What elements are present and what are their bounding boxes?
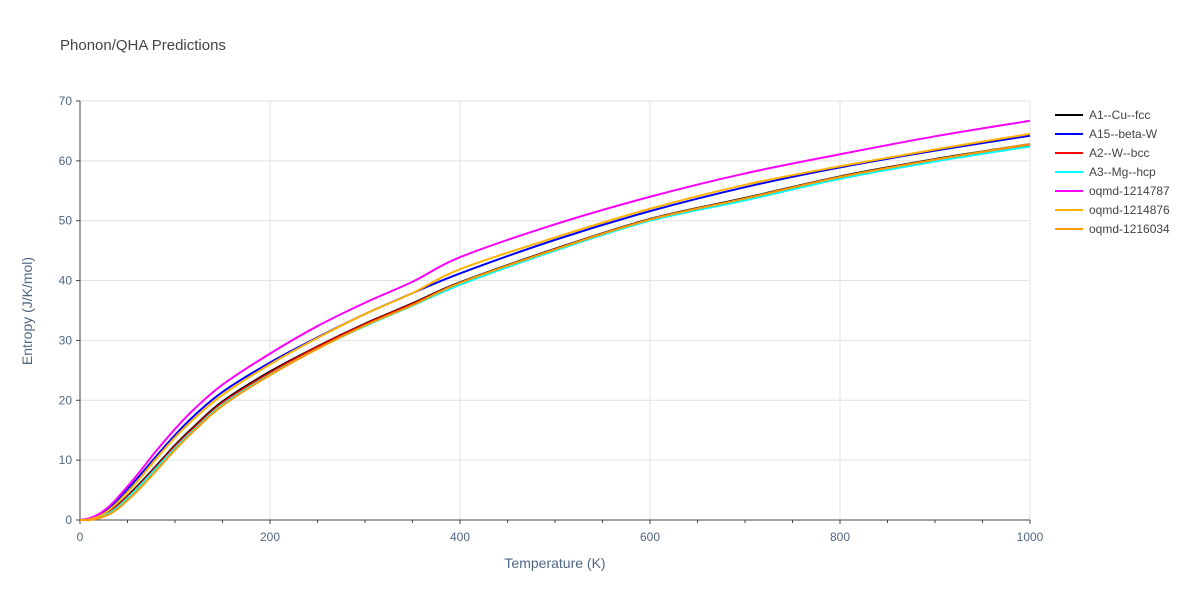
- y-tick-label: 10: [59, 453, 73, 467]
- x-tick-label: 400: [450, 530, 470, 544]
- legend-label: oqmd-1214787: [1089, 184, 1170, 198]
- series-line-a2-w-bcc[interactable]: [79, 143, 1031, 521]
- legend-label: oqmd-1216034: [1089, 222, 1170, 236]
- series-line-a1-cu-fcc[interactable]: [79, 143, 1031, 521]
- series-line-a3-mg-hcp[interactable]: [79, 145, 1031, 521]
- series-line-oqmd-1214876[interactable]: [79, 132, 1031, 521]
- x-tick-label: 200: [260, 530, 280, 544]
- chart-title: Phonon/QHA Predictions: [60, 37, 226, 54]
- series-line-a15-beta-w[interactable]: [79, 134, 1031, 521]
- x-tick-label: 1000: [1017, 530, 1044, 544]
- y-tick-label: 40: [59, 274, 73, 288]
- series-layer: [79, 119, 1031, 522]
- y-tick-label: 30: [59, 333, 73, 347]
- y-tick-label: 20: [59, 393, 73, 407]
- y-tick-label: 60: [59, 154, 73, 168]
- legend-item[interactable]: oqmd-1216034: [1055, 222, 1170, 236]
- grid-layer: [80, 100, 1031, 520]
- legend-item[interactable]: A15--beta-W: [1055, 127, 1158, 141]
- legend-item[interactable]: A3--Mg--hcp: [1055, 165, 1156, 179]
- y-axis-title: Entropy (J/K/mol): [19, 257, 35, 365]
- legend-item[interactable]: oqmd-1214787: [1055, 184, 1170, 198]
- x-tick-label: 0: [77, 530, 84, 544]
- x-axis-title: Temperature (K): [504, 555, 605, 571]
- legend[interactable]: A1--Cu--fcc A15--beta-W A2--W--bcc A3--Mg--…: [1055, 108, 1170, 236]
- x-tick-label: 800: [830, 530, 850, 544]
- x-tick-label: 600: [640, 530, 660, 544]
- y-tick-label: 70: [59, 94, 73, 108]
- legend-label: A15--beta-W: [1089, 127, 1158, 141]
- legend-label: A3--Mg--hcp: [1089, 165, 1156, 179]
- legend-item[interactable]: A2--W--bcc: [1055, 146, 1149, 160]
- legend-item[interactable]: A1--Cu--fcc: [1055, 108, 1150, 122]
- legend-item[interactable]: oqmd-1214876: [1055, 203, 1170, 217]
- legend-label: A1--Cu--fcc: [1089, 108, 1150, 122]
- legend-label: oqmd-1214876: [1089, 203, 1170, 217]
- legend-label: A2--W--bcc: [1089, 146, 1149, 160]
- y-tick-label: 0: [65, 513, 72, 527]
- y-tick-label: 50: [59, 214, 73, 228]
- axis-layer: 0 10 20 30 40 50 60 70 0 200 400 600 800 1000: [59, 94, 1044, 544]
- series-line-oqmd-1214787[interactable]: [79, 119, 1031, 521]
- series-line-oqmd-1216034[interactable]: [79, 143, 1031, 522]
